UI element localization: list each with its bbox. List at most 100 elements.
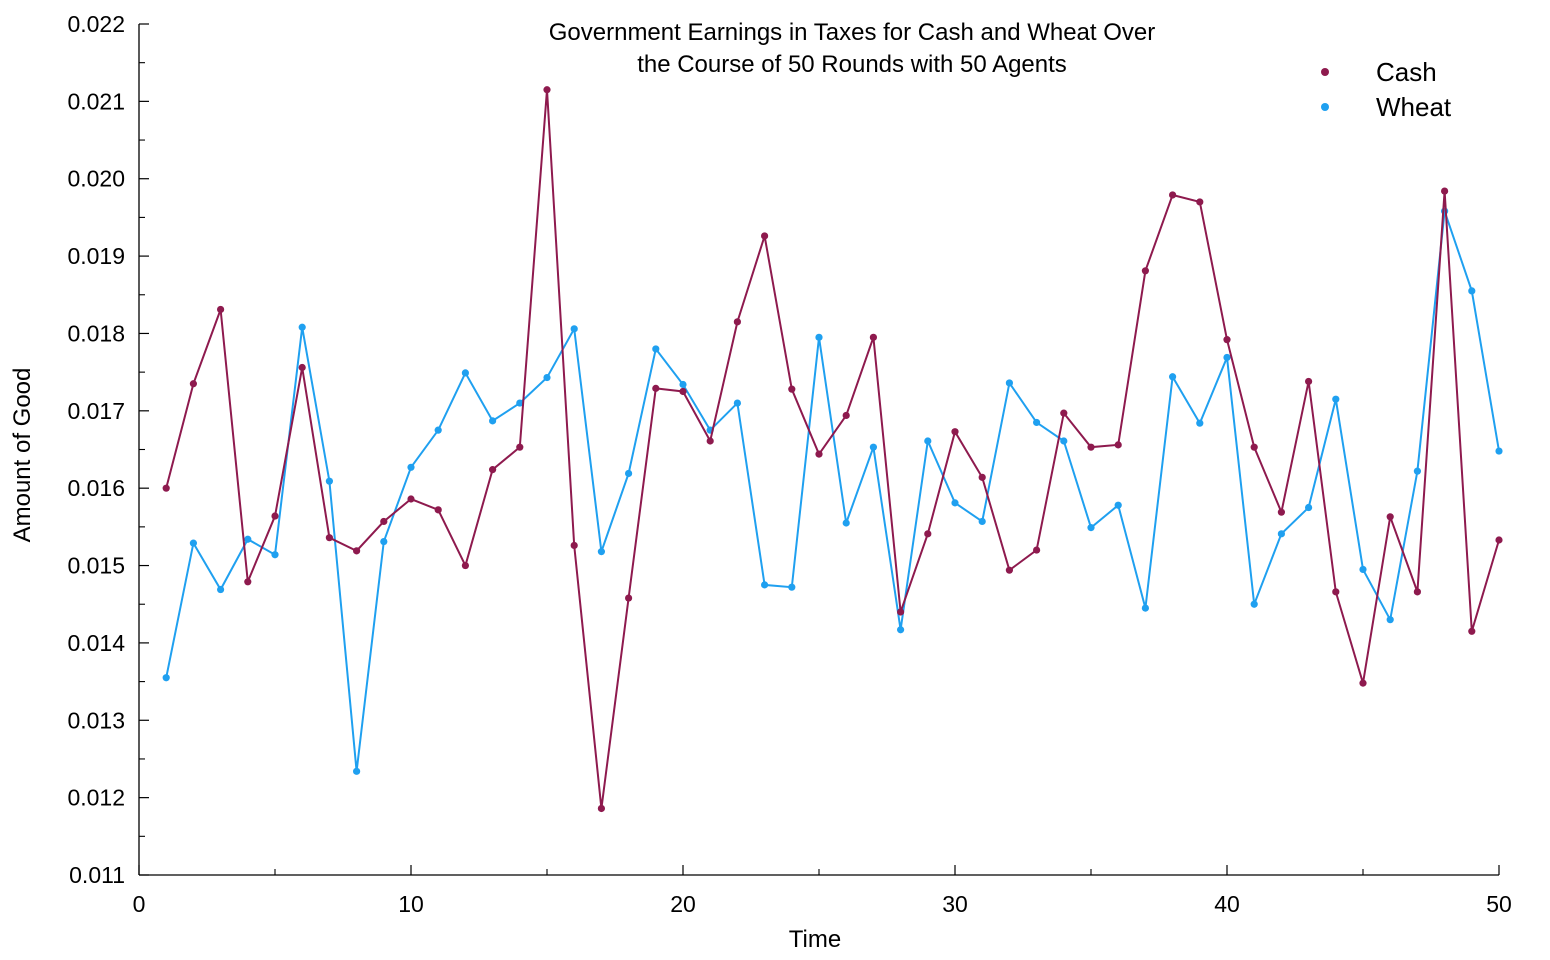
data-point-cash — [1332, 588, 1340, 596]
data-point-cash — [733, 318, 742, 326]
data-point-wheat — [1005, 379, 1014, 387]
data-point-cash — [1495, 536, 1503, 544]
data-point-wheat — [978, 517, 986, 526]
data-point-wheat — [353, 767, 361, 775]
data-point-cash — [1413, 588, 1421, 596]
axes: 0.011 0.012 0.013 0.014 0.015 0.016 0.017 0.018… — [67, 11, 1511, 917]
y-tick-label: 0.015 — [67, 553, 125, 579]
data-point-wheat — [543, 373, 551, 382]
data-point-wheat — [1114, 501, 1122, 509]
data-point-cash — [1141, 267, 1149, 275]
y-tick-label: 0.017 — [67, 398, 125, 424]
data-point-cash — [1277, 508, 1285, 516]
data-point-wheat — [298, 323, 306, 331]
data-point-cash — [597, 804, 606, 813]
x-tick-label: 40 — [1214, 891, 1240, 917]
x-axis-label: Time — [789, 926, 841, 953]
data-point-wheat — [1495, 447, 1503, 455]
data-point-cash — [1386, 513, 1394, 521]
data-point-wheat — [1141, 604, 1149, 612]
data-point-wheat — [1060, 437, 1068, 445]
y-tick-label: 0.016 — [67, 475, 125, 501]
data-point-cash — [1114, 441, 1122, 449]
series-cash — [162, 86, 1503, 813]
legend: Cash Wheat — [1321, 57, 1452, 122]
data-point-cash — [1169, 191, 1177, 199]
x-tick-label: 10 — [398, 891, 424, 917]
data-point-cash — [679, 387, 687, 396]
y-tick-label: 0.011 — [69, 862, 125, 888]
data-point-wheat — [1087, 524, 1095, 532]
data-point-wheat — [461, 369, 469, 377]
y-tick-label: 0.012 — [67, 785, 125, 811]
legend-label-wheat: Wheat — [1376, 92, 1452, 122]
chart-title-line2: the Course of 50 Rounds with 50 Agents — [637, 51, 1067, 78]
data-point-wheat — [597, 548, 606, 556]
data-point-wheat — [1250, 600, 1258, 608]
data-point-cash — [652, 384, 660, 392]
data-point-wheat — [271, 551, 279, 559]
data-point-wheat — [1359, 565, 1367, 574]
data-point-cash — [1359, 679, 1367, 687]
data-point-wheat — [869, 443, 878, 451]
data-point-wheat — [1305, 503, 1313, 512]
data-point-wheat — [244, 535, 252, 543]
data-point-cash — [570, 541, 578, 550]
data-point-cash — [380, 517, 388, 526]
x-tick-label: 30 — [942, 891, 968, 917]
data-point-cash — [706, 437, 714, 445]
data-point-wheat — [1033, 418, 1041, 427]
data-point-wheat — [570, 325, 578, 333]
data-point-wheat — [761, 581, 769, 589]
data-point-cash — [543, 86, 551, 94]
data-point-cash — [1441, 187, 1449, 195]
data-point-cash — [761, 232, 769, 240]
data-point-wheat — [924, 437, 932, 445]
data-point-wheat — [652, 345, 660, 353]
y-tick-label: 0.020 — [67, 166, 125, 192]
data-point-wheat — [380, 537, 388, 546]
data-point-cash — [434, 506, 442, 514]
data-point-cash — [869, 333, 878, 341]
data-point-cash — [461, 561, 469, 570]
data-point-cash — [244, 578, 252, 586]
data-point-wheat — [325, 477, 333, 485]
series-wheat — [162, 207, 1503, 775]
data-point-cash — [1087, 443, 1095, 451]
chart-title-line1: Government Earnings in Taxes for Cash an… — [549, 19, 1156, 46]
data-point-cash — [516, 443, 524, 451]
data-point-cash — [978, 473, 986, 481]
data-point-cash — [162, 484, 170, 492]
data-point-wheat — [1169, 373, 1177, 381]
data-point-wheat — [489, 417, 497, 425]
data-point-cash — [325, 534, 333, 542]
data-point-wheat — [625, 469, 633, 478]
y-tick-label: 0.014 — [67, 630, 125, 656]
data-point-wheat — [189, 539, 197, 547]
data-point-wheat — [217, 585, 225, 594]
legend-marker-cash — [1321, 68, 1329, 76]
data-point-cash — [1223, 336, 1231, 344]
data-point-cash — [897, 608, 905, 616]
data-point-cash — [951, 428, 959, 436]
y-tick-label: 0.021 — [67, 88, 125, 114]
data-point-cash — [1468, 627, 1476, 635]
data-point-wheat — [1468, 287, 1476, 295]
data-point-cash — [407, 495, 415, 503]
x-tick-label: 0 — [133, 891, 146, 917]
data-point-wheat — [516, 399, 524, 407]
y-tick-label: 0.013 — [67, 707, 125, 733]
y-tick-label: 0.019 — [67, 243, 125, 269]
data-point-cash — [189, 380, 197, 388]
series-line-cash — [165, 89, 1500, 809]
data-point-cash — [625, 594, 633, 602]
x-tick-label: 20 — [670, 891, 696, 917]
data-point-wheat — [1332, 395, 1340, 403]
legend-marker-wheat — [1321, 103, 1329, 111]
data-point-cash — [271, 512, 279, 520]
data-point-cash — [1033, 546, 1041, 554]
data-point-cash — [815, 450, 823, 458]
data-point-cash — [1305, 377, 1313, 386]
data-point-cash — [842, 411, 850, 420]
